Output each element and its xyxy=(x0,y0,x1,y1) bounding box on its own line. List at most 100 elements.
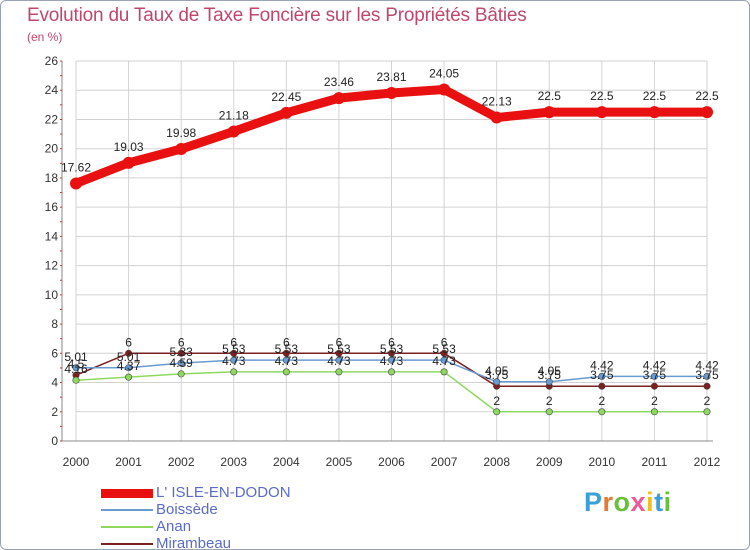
data-point xyxy=(177,370,185,378)
logo-letter: i xyxy=(663,487,672,517)
data-point xyxy=(125,364,133,372)
data-label: 5.01 xyxy=(64,350,88,364)
data-label: 23.81 xyxy=(376,70,406,84)
y-tick-label: 22 xyxy=(45,112,59,126)
data-label: 4.42 xyxy=(590,358,614,372)
data-point xyxy=(332,92,345,105)
data-label: 4.73 xyxy=(380,354,404,368)
data-point xyxy=(335,349,343,357)
data-label: 4.5 xyxy=(68,357,85,371)
data-label: 3.75 xyxy=(485,368,509,382)
data-point xyxy=(387,349,395,357)
x-tick-label: 2003 xyxy=(220,455,247,469)
data-point xyxy=(230,368,238,376)
data-label: 2 xyxy=(546,394,553,408)
data-point xyxy=(385,87,398,100)
data-point xyxy=(125,349,133,357)
logo-letter: t xyxy=(654,487,664,517)
data-label: 4.37 xyxy=(117,359,141,373)
logo-letter: i xyxy=(646,487,655,517)
data-label: 24.05 xyxy=(429,67,459,81)
y-tick-label: 16 xyxy=(45,200,59,214)
data-label: 6 xyxy=(336,335,343,349)
x-tick-label: 2002 xyxy=(168,455,195,469)
x-tick-label: 2012 xyxy=(694,455,721,469)
data-point xyxy=(545,408,553,416)
data-label: 4.73 xyxy=(222,354,246,368)
data-label: 4.73 xyxy=(275,354,299,368)
data-point xyxy=(387,356,395,364)
data-point xyxy=(701,106,713,119)
data-label: 19.03 xyxy=(114,140,144,154)
data-label: 22.13 xyxy=(482,95,512,109)
data-point xyxy=(230,356,238,364)
data-label: 5.53 xyxy=(380,342,404,356)
data-point xyxy=(230,349,238,357)
data-label: 6 xyxy=(178,335,185,349)
data-point xyxy=(335,356,343,364)
data-label: 5.53 xyxy=(275,342,299,356)
y-tick-label: 18 xyxy=(45,171,59,185)
data-point xyxy=(227,125,240,138)
data-label: 4.05 xyxy=(538,364,562,378)
logo-letter: x xyxy=(630,487,647,517)
y-axis-unit-label: (en %) xyxy=(27,30,63,44)
data-point xyxy=(438,83,451,96)
logo-letter: P xyxy=(584,487,603,517)
data-label: 6 xyxy=(283,335,290,349)
data-point xyxy=(545,378,553,386)
x-tick-label: 2004 xyxy=(273,455,300,469)
data-label: 6 xyxy=(388,335,395,349)
data-point xyxy=(440,349,448,357)
data-point xyxy=(648,106,661,119)
x-tick-label: 2008 xyxy=(483,455,510,469)
data-point xyxy=(280,106,293,119)
legend-label: Anan xyxy=(156,518,192,535)
data-point xyxy=(543,106,556,119)
data-label: 3.75 xyxy=(538,368,562,382)
data-point xyxy=(282,368,290,376)
data-label: 2 xyxy=(493,394,500,408)
y-tick-label: 26 xyxy=(45,54,59,68)
data-point xyxy=(703,382,711,390)
y-tick-label: 4 xyxy=(51,376,58,390)
data-point xyxy=(440,368,448,376)
x-tick-label: 2000 xyxy=(63,455,90,469)
data-point xyxy=(125,373,133,381)
data-point xyxy=(72,364,80,372)
data-label: 3.75 xyxy=(590,368,614,382)
data-label: 6 xyxy=(441,335,448,349)
data-label: 3.75 xyxy=(643,368,667,382)
data-label: 5.53 xyxy=(432,342,456,356)
logo-letter: o xyxy=(613,487,631,517)
data-point xyxy=(122,156,135,169)
y-tick-label: 2 xyxy=(51,405,58,419)
data-point xyxy=(598,408,606,416)
data-point xyxy=(282,349,290,357)
legend-swatch xyxy=(101,543,153,545)
legend-label: L' ISLE-EN-DODON xyxy=(156,484,291,501)
data-label: 23.46 xyxy=(324,75,354,89)
logo-letter: r xyxy=(602,487,614,517)
data-point xyxy=(177,349,185,357)
data-label: 5.01 xyxy=(117,350,141,364)
data-label: 5.53 xyxy=(222,342,246,356)
legend-label: Boissède xyxy=(156,501,218,518)
y-tick-label: 12 xyxy=(45,259,59,273)
data-point xyxy=(493,378,501,386)
data-label: 4.73 xyxy=(327,354,351,368)
x-tick-label: 2011 xyxy=(642,455,668,469)
data-point xyxy=(650,372,658,380)
chart-title: Evolution du Taux de Taxe Foncière sur l… xyxy=(27,5,527,26)
data-label: 4.59 xyxy=(169,356,193,370)
x-tick-label: 2010 xyxy=(588,455,615,469)
data-label: 4.42 xyxy=(643,358,667,372)
data-label: 4.05 xyxy=(485,364,509,378)
data-label: 17.62 xyxy=(61,160,91,174)
data-label: 22.5 xyxy=(643,89,667,103)
data-point xyxy=(440,356,448,364)
data-label: 22.45 xyxy=(271,90,301,104)
